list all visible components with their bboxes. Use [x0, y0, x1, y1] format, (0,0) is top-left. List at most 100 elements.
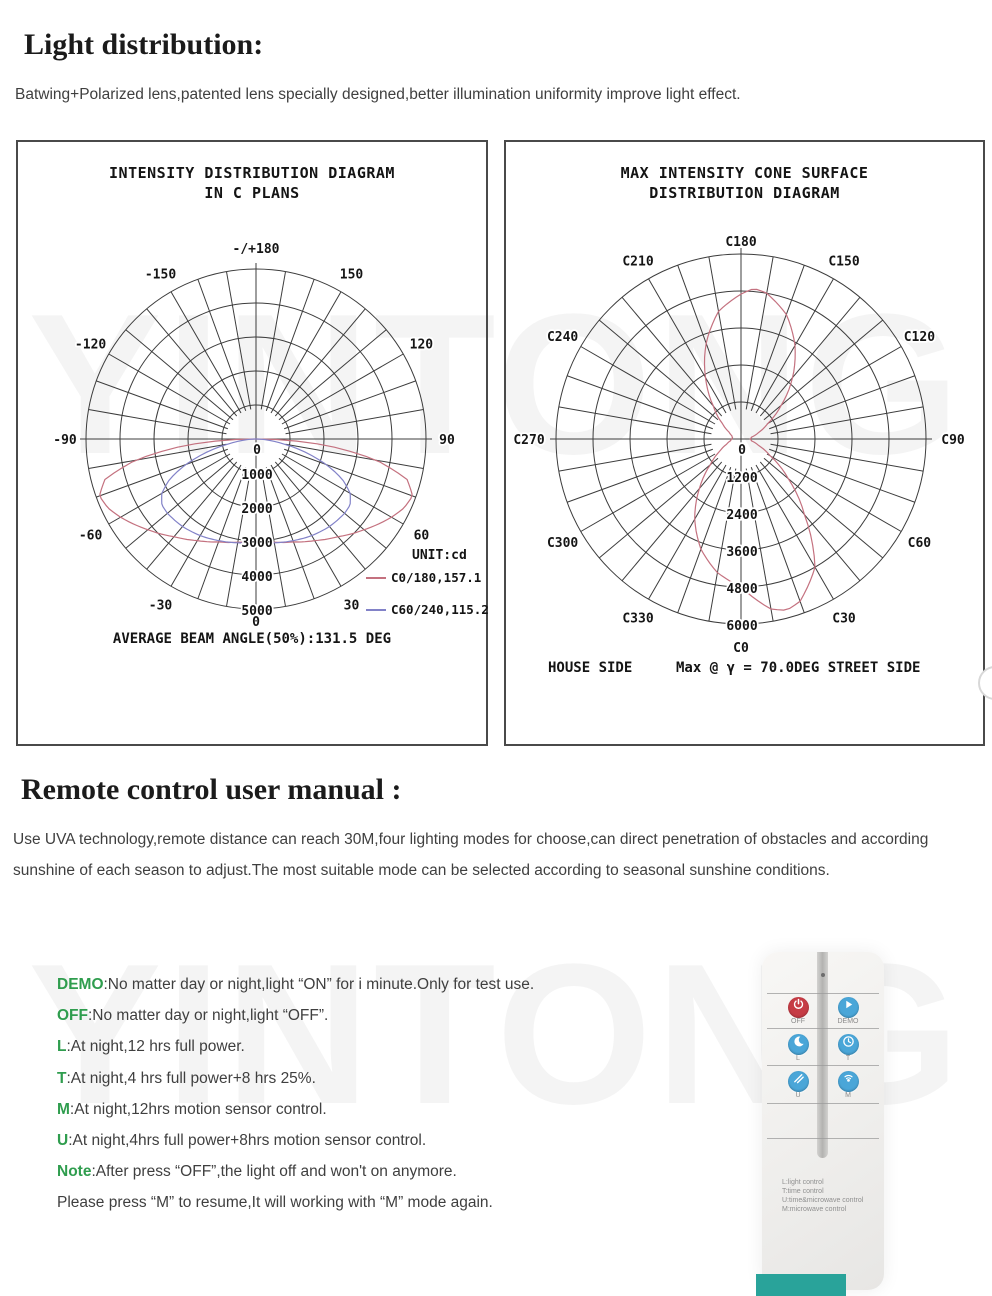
play-icon: [842, 998, 855, 1016]
angle-label: -90: [53, 433, 77, 448]
intensity-distribution-panel: 0 1000 2000 3000 4000 5000 -/+180 -150 150 -120 12…: [16, 140, 489, 746]
ring-label: 0: [738, 443, 746, 458]
angle-label: C0: [733, 641, 749, 656]
remote-legend-line: M:microwave control: [782, 1206, 847, 1213]
remote-legend-line: U:time&microwave control: [782, 1197, 864, 1204]
mode-row-m: M:At night,12hrs motion sensor control.: [57, 1094, 534, 1125]
angle-label: C300: [547, 536, 578, 551]
mode-label: Note: [57, 1163, 92, 1181]
remote-control-image: OFF DEMO L T U M L:light control T:time contr…: [762, 952, 884, 1290]
wave-icon: [792, 1072, 805, 1090]
mode-row-note: Note:After press “OFF”,the light off and…: [57, 1156, 534, 1187]
clock-icon: [842, 1035, 855, 1053]
legend-swatch-red: [366, 576, 386, 579]
angle-label: C150: [828, 255, 859, 270]
max-intensity-cone-panel: 0 1200 2400 3600 4800 6000 C0 C30 C60 C90 C120 C150…: [504, 140, 985, 746]
remote-antenna-strip: [817, 952, 828, 1158]
remote-legend-text: L:light control T:time control U:time&mi…: [782, 1178, 863, 1214]
remote-button-label: U: [795, 1092, 801, 1099]
ring-label: 4000: [241, 570, 272, 585]
angle-label: C270: [513, 433, 544, 448]
max-intensity-cone-chart: 0 1200 2400 3600 4800 6000 C0 C30 C60 C90 C120 C150…: [512, 233, 967, 658]
remote-button-label: M: [845, 1092, 851, 1099]
angle-label: -60: [79, 529, 103, 544]
ring-label: 1000: [241, 468, 272, 483]
mode-row-t: T:At night,4 hrs full power+8 hrs 25%.: [57, 1063, 534, 1094]
legend-label: C60/240,115.2: [391, 602, 489, 617]
remote-button-m: [837, 1070, 859, 1092]
mode-desc: :At night,12hrs motion sensor control.: [69, 1100, 327, 1118]
angle-label: C30: [832, 611, 856, 626]
power-icon: [792, 998, 805, 1016]
angle-label: -30: [149, 598, 173, 613]
angle-label: C240: [547, 330, 578, 345]
angle-label: 60: [414, 529, 430, 544]
remote-button-l: [787, 1033, 809, 1055]
legend-swatch-blue: [366, 608, 386, 611]
bottom-teal-strip: [756, 1274, 846, 1296]
mode-row-demo: DEMO:No matter day or night,light “ON” f…: [57, 969, 534, 1000]
unit-label: UNIT:cd: [412, 548, 467, 563]
mode-label: DEMO: [57, 976, 104, 993]
ring-label: 0: [253, 443, 261, 458]
remote-legend-line: L:light control: [782, 1179, 824, 1186]
remote-button-label: DEMO: [837, 1018, 859, 1025]
remote-button-demo: [837, 996, 859, 1018]
remote-manual-description: Use UVA technology,remote distance can r…: [13, 831, 929, 879]
angle-label: -/+180: [233, 242, 280, 257]
angle-label: C180: [725, 235, 756, 250]
house-side-label: HOUSE SIDE: [548, 660, 633, 676]
ring-label: 2000: [241, 502, 272, 517]
angle-label: C120: [904, 330, 935, 345]
remote-button-label: T: [845, 1055, 851, 1062]
legend-item-c60-240: C60/240,115.2: [366, 602, 489, 617]
section-title-light-distribution: Light distribution:: [24, 28, 264, 61]
angle-label: -120: [75, 338, 106, 353]
remote-divider: [767, 993, 879, 994]
angle-label: C330: [622, 611, 653, 626]
remote-modes-list: DEMO:No matter day or night,light “ON” f…: [57, 969, 534, 1219]
moon-icon: [792, 1035, 805, 1053]
ring-label: 6000: [726, 619, 757, 634]
section-title-remote-manual: Remote control user manual :: [21, 773, 402, 806]
legend-item-c0-180: C0/180,157.1: [366, 570, 481, 585]
right-chart-title: MAX INTENSITY CONE SURFACE DISTRIBUTION …: [620, 164, 869, 202]
legend-label: C0/180,157.1: [391, 570, 482, 585]
angle-label: -150: [145, 268, 176, 283]
mode-desc: :After press “OFF”,the light off and won…: [91, 1163, 457, 1181]
mode-desc: :At night,12 hrs full power.: [66, 1038, 245, 1056]
angle-label: C210: [622, 255, 653, 270]
mode-label: T: [57, 1069, 67, 1087]
remote-button-u: [787, 1070, 809, 1092]
ring-label: 1200: [726, 471, 757, 486]
angle-label: C60: [908, 536, 932, 551]
ring-label: 4800: [726, 582, 757, 597]
intensity-distribution-chart: 0 1000 2000 3000 4000 5000 -/+180 -150 150 -120 12…: [52, 240, 457, 632]
ring-label: 3600: [726, 545, 757, 560]
max-gamma-street-side-label: Max @ γ = 70.0DEG STREET SIDE: [676, 660, 921, 676]
mode-desc: :No matter day or night,light “OFF”.: [88, 1007, 329, 1025]
mode-label: OFF: [57, 1007, 88, 1025]
remote-button-label: L: [796, 1055, 800, 1062]
angle-label: 150: [340, 268, 364, 283]
angle-label: 0: [252, 615, 260, 630]
remote-divider: [767, 1028, 879, 1029]
background-watermark: YINTONG: [28, 273, 964, 496]
remote-screw-dot: [821, 973, 825, 977]
mode-label: L: [57, 1038, 67, 1056]
mode-desc: :At night,4hrs full power+8hrs motion se…: [68, 1132, 427, 1150]
angle-label: 90: [439, 433, 455, 448]
left-chart-title: INTENSITY DISTRIBUTION DIAGRAM IN C PLAN…: [109, 164, 395, 202]
ring-label: 3000: [241, 536, 272, 551]
remote-divider: [767, 1065, 879, 1066]
remote-button-label: OFF: [791, 1018, 805, 1025]
angle-label: 30: [344, 598, 360, 613]
mode-desc: :No matter day or night,light “ON” for i…: [103, 976, 535, 993]
radar-icon: [842, 1072, 855, 1090]
angle-label: C90: [941, 433, 965, 448]
remote-button-off: [787, 996, 809, 1018]
angle-label: 120: [410, 338, 434, 353]
mode-row-l: L:At night,12 hrs full power.: [57, 1031, 534, 1062]
mode-desc: :At night,4 hrs full power+8 hrs 25%.: [66, 1069, 316, 1087]
average-beam-angle-label: AVERAGE BEAM ANGLE(50%):131.5 DEG: [112, 631, 392, 647]
